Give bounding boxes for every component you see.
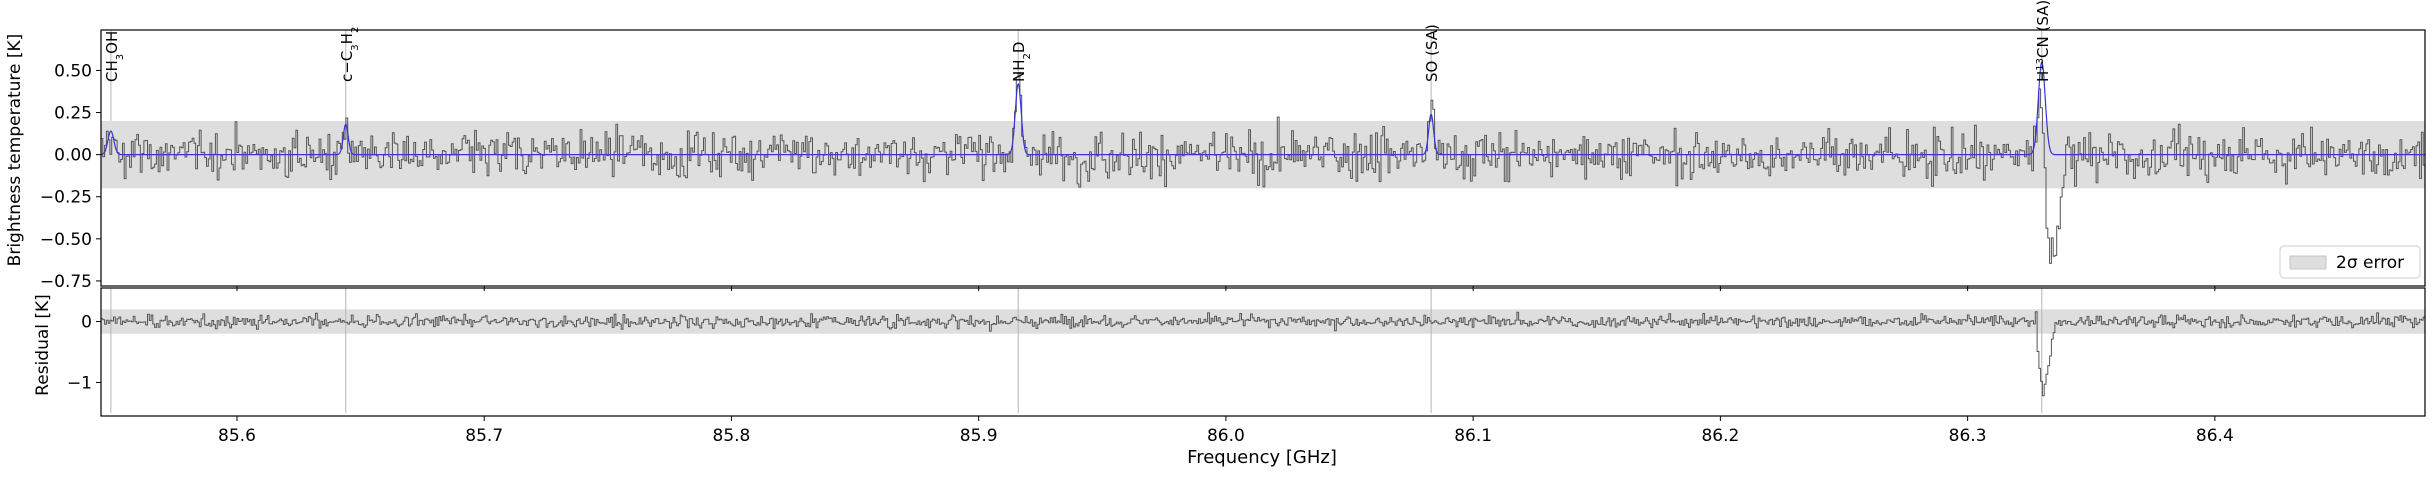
legend-label: 2σ error [2336,253,2404,273]
y-tick-label-spectrum: −0.75 [40,272,92,292]
x-tick-label: 86.2 [1701,426,1739,446]
legend: 2σ error [2279,245,2421,279]
y-axis-label-residual: Residual [K] [33,294,53,396]
x-tick-label: 85.8 [713,426,751,446]
residual-frame [100,287,2426,417]
line-label: H13CN (SA) [2034,0,2052,82]
x-tick-label: 85.6 [218,426,256,446]
y-tick-label-spectrum: 0.50 [54,61,92,81]
y-tick-label-spectrum: 0.25 [54,104,92,124]
spectrum-frame [100,29,2426,287]
y-tick-label-spectrum: −0.50 [40,230,92,250]
line-label: CH3OH [103,31,126,82]
x-tick-label: 85.9 [960,426,998,446]
residual-series [101,311,2425,397]
y-tick-label-spectrum: −0.25 [40,188,92,208]
spectrum-panel: CH3OH c−C3H2 NH2D SO (SA) H13CN (SA) 0.50 0.25… [40,0,2426,292]
y-tick-label-spectrum: 0.00 [54,146,92,166]
y-tick-label-residual: 0 [81,313,92,333]
y-tick-label-residual: −1 [67,373,92,393]
line-label: c−C3H2 [338,27,361,82]
x-axis-label: Frequency [GHz] [1187,447,1337,468]
observed-spectrum-series [101,72,2425,264]
legend-box [2279,245,2421,279]
line-label: NH2D [1010,42,1033,82]
x-tick-label: 86.1 [1454,426,1492,446]
legend-swatch [2289,255,2327,270]
x-tick-label: 85.7 [465,426,503,446]
x-tick-label: 86.3 [1949,426,1987,446]
x-tick-label: 86.0 [1207,426,1245,446]
y-axis-label-spectrum: Brightness temperature [K] [5,34,25,267]
line-label: SO (SA) [1423,24,1441,82]
model-spectrum-series [101,61,2425,156]
residual-panel: 0 −1 85.6 85.7 85.8 85.9 86.0 86.1 86.2 86.3 86.4 [67,287,2426,446]
x-tick-label: 86.4 [2196,426,2234,446]
